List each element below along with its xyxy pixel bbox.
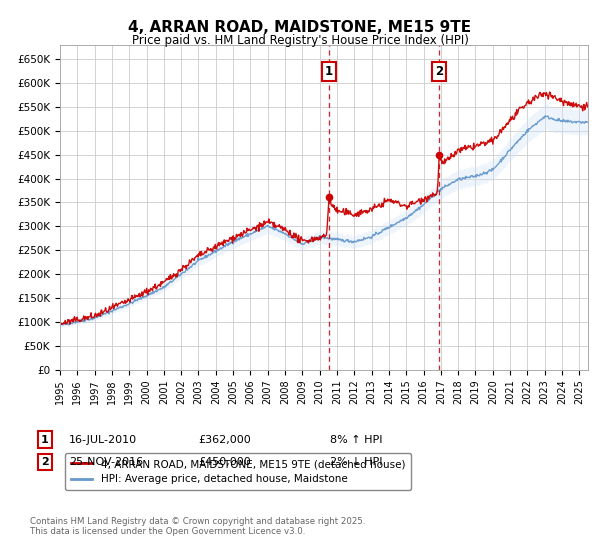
Text: 8% ↑ HPI: 8% ↑ HPI	[330, 435, 383, 445]
Text: Price paid vs. HM Land Registry's House Price Index (HPI): Price paid vs. HM Land Registry's House …	[131, 34, 469, 46]
Text: Contains HM Land Registry data © Crown copyright and database right 2025.
This d: Contains HM Land Registry data © Crown c…	[30, 517, 365, 536]
Text: 2: 2	[435, 64, 443, 78]
Text: 1: 1	[41, 435, 49, 445]
Text: 16-JUL-2010: 16-JUL-2010	[69, 435, 137, 445]
Text: £362,000: £362,000	[198, 435, 251, 445]
Text: 2% ↓ HPI: 2% ↓ HPI	[330, 457, 383, 467]
Bar	[328, 45, 331, 370]
Legend: 4, ARRAN ROAD, MAIDSTONE, ME15 9TE (detached house), HPI: Average price, detache: 4, ARRAN ROAD, MAIDSTONE, ME15 9TE (deta…	[65, 453, 412, 491]
Text: 1: 1	[325, 64, 333, 78]
Text: £450,000: £450,000	[198, 457, 251, 467]
Bar	[438, 45, 440, 370]
Text: 25-NOV-2016: 25-NOV-2016	[69, 457, 143, 467]
Text: 4, ARRAN ROAD, MAIDSTONE, ME15 9TE: 4, ARRAN ROAD, MAIDSTONE, ME15 9TE	[128, 20, 472, 35]
Text: 2: 2	[41, 457, 49, 467]
